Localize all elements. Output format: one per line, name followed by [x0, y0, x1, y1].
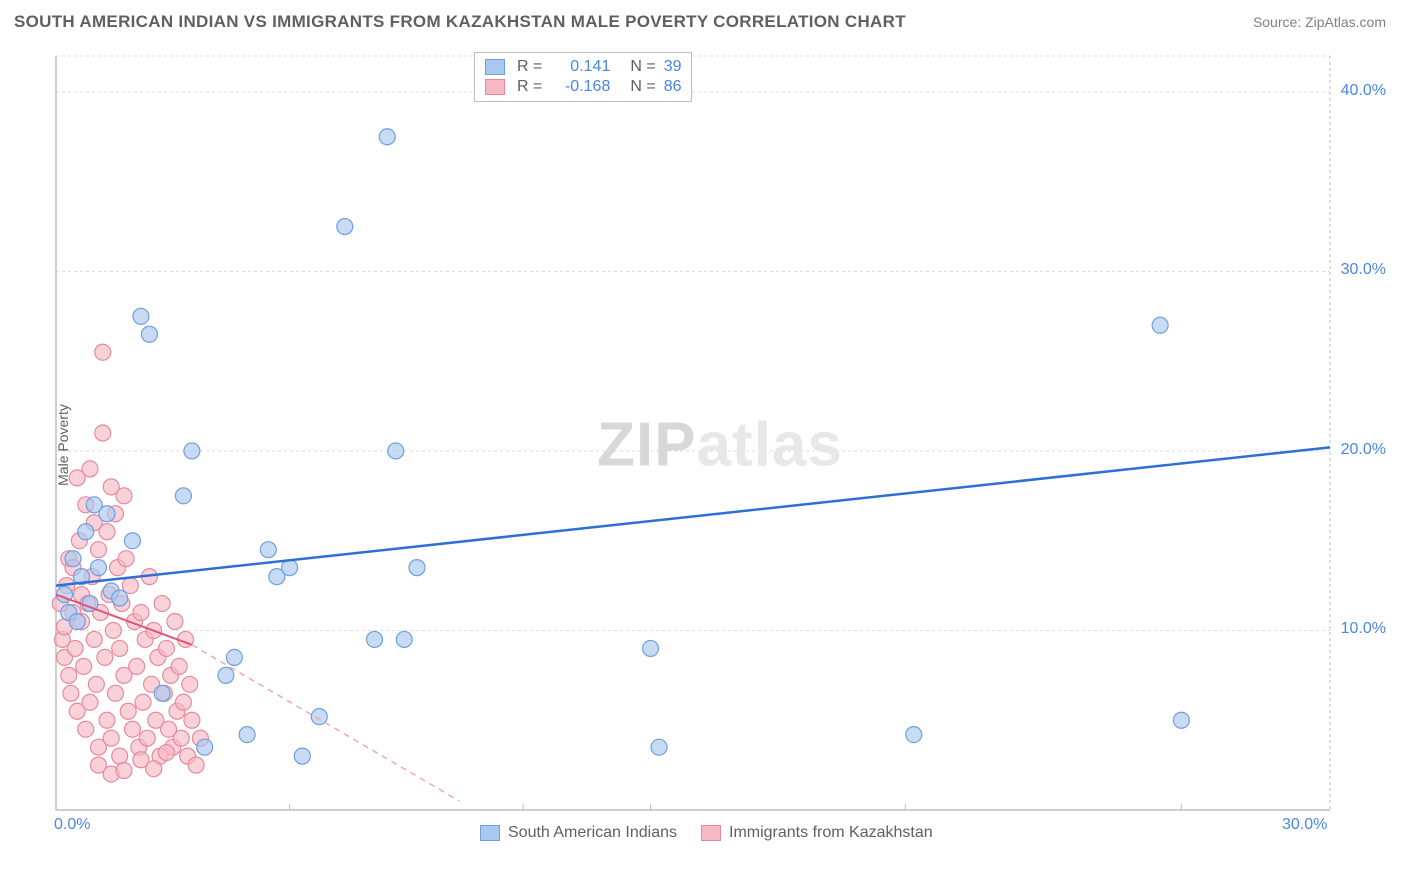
legend-row-series1: R = 0.141 N = 39 [485, 57, 681, 77]
y-tick-label: 30.0% [1341, 261, 1386, 279]
scatter-plot [50, 50, 1390, 840]
chart-title: SOUTH AMERICAN INDIAN VS IMMIGRANTS FROM… [14, 12, 906, 32]
x-tick-label: 30.0% [1282, 816, 1327, 834]
n-value-1: 39 [664, 58, 682, 76]
n-label: N = [630, 78, 655, 96]
y-tick-label: 40.0% [1341, 82, 1386, 100]
swatch-series1 [480, 825, 500, 841]
chart-header: SOUTH AMERICAN INDIAN VS IMMIGRANTS FROM… [0, 0, 1406, 40]
r-value-1: 0.141 [550, 58, 610, 76]
y-tick-label: 10.0% [1341, 620, 1386, 638]
chart-container: Male Poverty ZIPatlas R = 0.141 N = 39 R… [50, 50, 1390, 840]
y-tick-label: 20.0% [1341, 441, 1386, 459]
correlation-legend: R = 0.141 N = 39 R = -0.168 N = 86 [474, 52, 692, 102]
legend-item-series2: Immigrants from Kazakhstan [701, 824, 933, 842]
n-label: N = [630, 58, 655, 76]
swatch-series2 [485, 79, 505, 95]
r-value-2: -0.168 [550, 78, 610, 96]
legend-row-series2: R = -0.168 N = 86 [485, 77, 681, 97]
legend-item-series1: South American Indians [480, 824, 677, 842]
swatch-series2 [701, 825, 721, 841]
r-label: R = [517, 58, 542, 76]
legend-label-2: Immigrants from Kazakhstan [729, 824, 933, 842]
r-label: R = [517, 78, 542, 96]
series-legend: South American Indians Immigrants from K… [480, 824, 933, 842]
n-value-2: 86 [664, 78, 682, 96]
x-tick-label: 0.0% [54, 816, 90, 834]
swatch-series1 [485, 59, 505, 75]
legend-label-1: South American Indians [508, 824, 677, 842]
chart-source: Source: ZipAtlas.com [1253, 14, 1386, 30]
